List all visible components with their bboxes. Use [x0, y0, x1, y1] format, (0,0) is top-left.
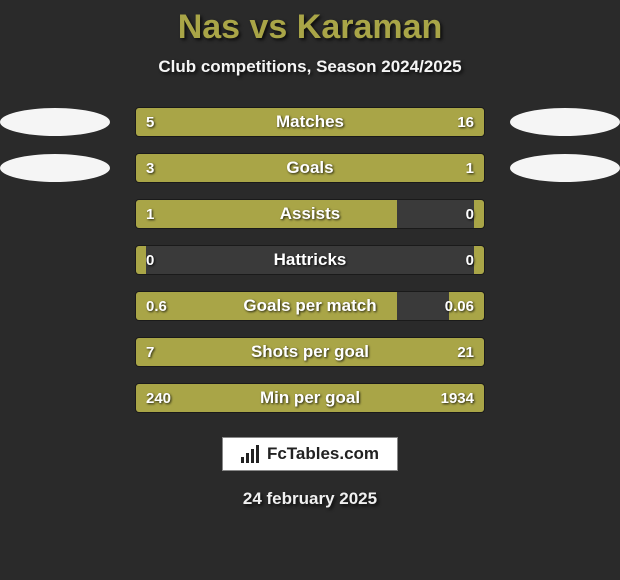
player-oval-left: [0, 108, 110, 136]
stat-bar: 0.60.06Goals per match: [135, 291, 485, 321]
stat-bar: 516Matches: [135, 107, 485, 137]
stat-bar: 2401934Min per goal: [135, 383, 485, 413]
bar-wrap: 00Hattricks: [110, 245, 510, 275]
stat-label: Goals: [136, 154, 484, 182]
bar-wrap: 10Assists: [110, 199, 510, 229]
stat-row: 721Shots per goal: [0, 337, 620, 367]
player-oval-right: [510, 154, 620, 182]
stat-label: Min per goal: [136, 384, 484, 412]
bar-wrap: 516Matches: [110, 107, 510, 137]
comparison-container: Nas vs Karaman Club competitions, Season…: [0, 0, 620, 580]
stat-row: 00Hattricks: [0, 245, 620, 275]
player-oval-left: [0, 154, 110, 182]
stat-bar: 31Goals: [135, 153, 485, 183]
bar-wrap: 0.60.06Goals per match: [110, 291, 510, 321]
bar-wrap: 2401934Min per goal: [110, 383, 510, 413]
footer-logo[interactable]: FcTables.com: [222, 437, 398, 471]
stat-bar: 10Assists: [135, 199, 485, 229]
footer-text: FcTables.com: [267, 444, 379, 464]
stat-row: 2401934Min per goal: [0, 383, 620, 413]
stat-bar: 00Hattricks: [135, 245, 485, 275]
bar-wrap: 721Shots per goal: [110, 337, 510, 367]
bar-chart-icon: [241, 445, 261, 463]
chart-area: 516Matches 31Goals 10Assists 00Hattricks 0.6…: [0, 107, 620, 413]
player-oval-right: [510, 108, 620, 136]
stat-label: Hattricks: [136, 246, 484, 274]
stat-row: 31Goals: [0, 153, 620, 183]
page-title: Nas vs Karaman: [178, 8, 443, 47]
stat-row: 0.60.06Goals per match: [0, 291, 620, 321]
stat-label: Assists: [136, 200, 484, 228]
stat-row: 516Matches: [0, 107, 620, 137]
stat-bar: 721Shots per goal: [135, 337, 485, 367]
stat-label: Shots per goal: [136, 338, 484, 366]
stat-row: 10Assists: [0, 199, 620, 229]
stat-label: Matches: [136, 108, 484, 136]
date-label: 24 february 2025: [243, 489, 377, 509]
bar-wrap: 31Goals: [110, 153, 510, 183]
subtitle: Club competitions, Season 2024/2025: [158, 57, 461, 77]
stat-label: Goals per match: [136, 292, 484, 320]
